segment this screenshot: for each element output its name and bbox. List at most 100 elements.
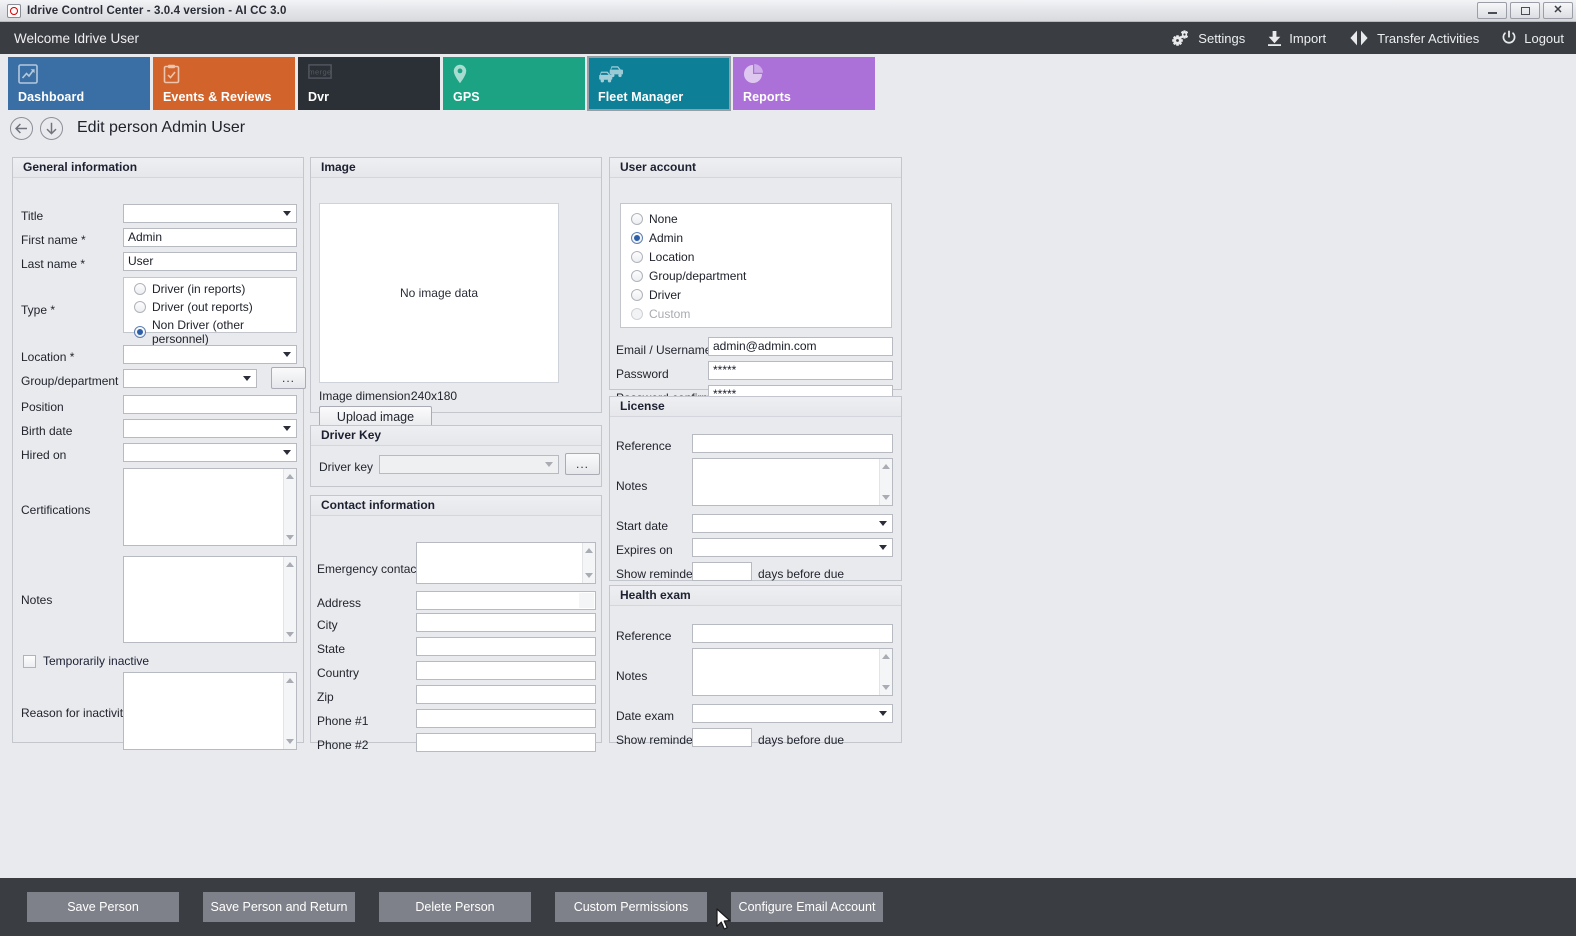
chevron-down-icon: [243, 376, 251, 381]
tab-gps[interactable]: GPS: [443, 57, 585, 110]
health-reminder-suffix: days before due: [758, 733, 845, 747]
custom-permissions-button[interactable]: Custom Permissions: [555, 892, 707, 922]
city-label: City: [317, 618, 338, 632]
title-combobox[interactable]: [123, 204, 297, 223]
save-person-and-return-button[interactable]: Save Person and Return: [203, 892, 355, 922]
role-option-driver[interactable]: Driver: [631, 288, 681, 302]
radio-selected-icon: [134, 326, 146, 338]
type-option-driver-in-reports[interactable]: Driver (in reports): [134, 282, 245, 296]
license-expires-on-combobox[interactable]: [692, 538, 893, 557]
role-option-admin[interactable]: Admin: [631, 231, 683, 245]
tab-dashboard[interactable]: Dashboard: [8, 57, 150, 110]
license-start-date-combobox[interactable]: [692, 514, 893, 533]
email-username-label: Email / Username: [616, 343, 712, 357]
driver-key-title: Driver Key: [311, 426, 601, 446]
settings-button[interactable]: Settings: [1171, 29, 1246, 47]
image-dimension-label: Image dimension:: [319, 389, 414, 403]
phone-2-input[interactable]: [416, 733, 596, 752]
tab-gps-label: GPS: [453, 90, 480, 104]
logout-button[interactable]: Logout: [1501, 30, 1564, 46]
tab-dvr[interactable]: merge Dvr: [298, 57, 440, 110]
health-reminder-input[interactable]: [692, 728, 752, 747]
tab-reports[interactable]: Reports: [733, 57, 875, 110]
tab-fleet-manager[interactable]: Fleet Manager: [587, 56, 731, 111]
health-reminder-label: Show reminder: [616, 733, 697, 747]
chevron-down-icon: [879, 521, 887, 526]
reason-scrollbar[interactable]: [283, 673, 296, 749]
settings-label: Settings: [1198, 30, 1246, 46]
chevron-down-icon: [879, 545, 887, 550]
emergency-contact-textarea[interactable]: [416, 542, 596, 584]
delete-person-button[interactable]: Delete Person: [379, 892, 531, 922]
minimize-button[interactable]: [1477, 2, 1507, 19]
emergency-contact-scrollbar[interactable]: [582, 543, 595, 583]
upload-image-button[interactable]: Upload image: [319, 406, 432, 428]
type-option-driver-out-reports[interactable]: Driver (out reports): [134, 300, 253, 314]
type-option-non-driver[interactable]: Non Driver (other personnel): [134, 318, 296, 346]
zip-input[interactable]: [416, 685, 596, 704]
birth-date-label: Birth date: [21, 424, 73, 438]
notes-label: Notes: [21, 593, 53, 607]
health-notes-scrollbar[interactable]: [879, 649, 892, 695]
email-username-input[interactable]: admin@admin.com: [708, 337, 893, 356]
certifications-textarea[interactable]: [123, 468, 297, 546]
phone-2-label: Phone #2: [317, 738, 369, 752]
group-department-browse-button[interactable]: ...: [271, 367, 306, 389]
first-name-input[interactable]: Admin: [123, 228, 297, 247]
certifications-scrollbar[interactable]: [283, 469, 296, 545]
import-button[interactable]: Import: [1267, 30, 1326, 46]
notes-textarea[interactable]: [123, 556, 297, 643]
health-notes-textarea[interactable]: [692, 648, 893, 696]
down-button[interactable]: [40, 116, 63, 140]
configure-email-account-button[interactable]: Configure Email Account: [731, 892, 883, 922]
image-panel-body: No image data Image dimension: 240x180 U…: [311, 178, 601, 428]
image-preview[interactable]: No image data: [319, 203, 559, 383]
address-input[interactable]: [416, 591, 596, 610]
role-option-none-label: None: [649, 212, 678, 226]
tab-events-reviews[interactable]: Events & Reviews: [153, 57, 295, 110]
save-person-button[interactable]: Save Person: [27, 892, 179, 922]
license-reference-input[interactable]: [692, 434, 893, 453]
welcome-label: Welcome Idrive User: [14, 30, 140, 46]
password-label: Password: [616, 367, 669, 381]
state-input[interactable]: [416, 637, 596, 656]
position-label: Position: [21, 400, 64, 414]
transfer-activities-button[interactable]: Transfer Activities: [1348, 30, 1479, 46]
role-option-location[interactable]: Location: [631, 250, 694, 264]
license-notes-scrollbar[interactable]: [879, 459, 892, 505]
birth-date-combobox[interactable]: [123, 419, 297, 438]
type-option-non-driver-label: Non Driver (other personnel): [152, 318, 245, 346]
license-reminder-input[interactable]: [692, 562, 752, 581]
license-notes-textarea[interactable]: [692, 458, 893, 506]
city-input[interactable]: [416, 613, 596, 632]
phone-1-input[interactable]: [416, 709, 596, 728]
role-option-admin-label: Admin: [649, 231, 684, 245]
general-information-title: General information: [13, 158, 303, 178]
notes-scrollbar[interactable]: [283, 557, 296, 642]
maximize-button[interactable]: [1510, 2, 1540, 19]
country-label: Country: [317, 666, 360, 680]
location-combobox[interactable]: [123, 345, 297, 364]
power-icon: [1501, 30, 1517, 46]
last-name-input[interactable]: User: [123, 252, 297, 271]
position-input[interactable]: [123, 395, 297, 414]
driver-key-browse-button[interactable]: ...: [565, 453, 600, 475]
back-button[interactable]: [10, 116, 33, 140]
health-notes-label: Notes: [616, 669, 648, 683]
password-input[interactable]: *****: [708, 361, 893, 380]
group-department-combobox[interactable]: [123, 369, 257, 388]
temporarily-inactive-checkbox[interactable]: Temporarily inactive: [23, 654, 149, 668]
country-input[interactable]: [416, 661, 596, 680]
health-reference-input[interactable]: [692, 624, 893, 643]
hired-on-combobox[interactable]: [123, 443, 297, 462]
health-date-exam-combobox[interactable]: [692, 704, 893, 723]
close-button[interactable]: ✕: [1543, 2, 1573, 19]
health-exam-panel: Health exam Reference Notes Date exam Sh…: [609, 585, 902, 747]
chevron-down-icon: [545, 462, 553, 467]
role-option-none[interactable]: None: [631, 212, 678, 226]
reason-for-inactivity-textarea[interactable]: [123, 672, 297, 750]
role-option-group-department[interactable]: Group/department: [631, 269, 746, 283]
driver-key-combobox[interactable]: [379, 455, 559, 474]
type-label: Type *: [21, 303, 56, 317]
page-heading: Edit person Admin User: [0, 112, 1576, 144]
